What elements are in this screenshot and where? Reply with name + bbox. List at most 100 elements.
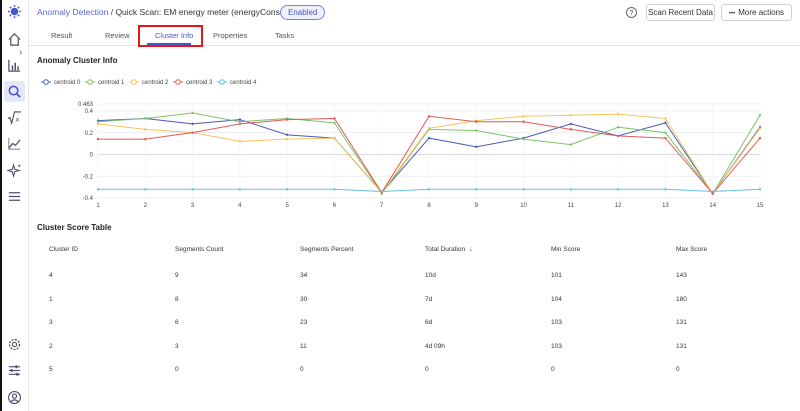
more-dots-icon: ••• [728,11,736,17]
column-header-segments-count[interactable]: Segments Count [175,246,224,253]
x-tick-label: 6 [333,203,337,209]
table-row: 2 3 11 4d 09h 103 131 [49,343,779,367]
tab-cluster-info[interactable]: Cluster Info [155,31,194,40]
data-point [664,121,667,125]
legend-marker-centroid-1 [87,79,93,85]
data-point [380,190,383,193]
tab-tasks[interactable]: Tasks [275,31,295,40]
x-tick-label: 14 [709,203,716,209]
menu-icon[interactable] [6,188,23,205]
sliders-icon[interactable] [6,362,23,379]
settings-gear-icon[interactable] [6,336,23,353]
left-sidebar: › x [0,0,29,411]
data-point [664,188,667,191]
data-point [238,120,242,123]
table-row: 3 6 23 6d 103 131 [49,319,779,343]
sqrt-function-icon[interactable]: x [6,109,23,126]
column-header-segments-percent[interactable]: Segments Percent [300,246,354,253]
data-point [711,192,714,195]
cell-total-duration: 6d [425,319,433,326]
cell-segments-percent: 23 [300,319,308,326]
cell-max-score: 0 [676,366,680,373]
data-point [144,128,147,131]
data-point [758,136,762,140]
data-point [616,126,620,129]
x-tick-label: 2 [144,203,148,209]
data-point [144,188,147,191]
status-badge: Enabled [280,5,326,20]
cell-total-duration: 0 [425,366,429,373]
data-point [475,129,478,132]
breadcrumb-link-anomaly-detection[interactable]: Anomaly Detection [37,7,109,17]
y-tick-label: -0.2 [83,174,94,180]
data-point [238,122,242,126]
column-header-max-score[interactable]: Max Score [676,246,708,253]
table-row: 1 8 30 7d 104 180 [49,296,779,320]
column-header-total-duration[interactable]: Total Duration ↓ [425,246,473,253]
y-tick-label: 0 [90,153,94,159]
breadcrumb: Anomaly Detection / Quick Scan: EM energ… [37,7,313,17]
cell-max-score: 180 [676,295,687,303]
cell-segments-count: 0 [175,366,179,373]
legend-marker-centroid-4 [219,79,225,85]
logo-icon[interactable] [6,3,23,20]
data-point [475,145,478,149]
cell-cluster-id: 2 [49,342,53,350]
tab-properties[interactable]: Properties [213,31,248,40]
cluster-info-title: Anomaly Cluster Info [37,56,118,65]
bar-chart-icon[interactable] [6,57,23,74]
cell-cluster-id: 4 [49,272,53,279]
data-point [522,115,525,118]
data-point [616,188,620,191]
y-tick-label: 0.4 [85,109,94,115]
legend-label: centroid 1 [98,80,125,86]
column-header-min-score[interactable]: Min Score [551,246,581,253]
column-header-cluster-id[interactable]: Cluster ID [49,246,78,253]
cell-max-score: 131 [676,342,687,350]
breadcrumb-separator: / [108,7,116,17]
data-point [191,188,194,191]
legend-label: centroid 3 [186,80,213,86]
user-icon[interactable] [6,389,23,406]
x-tick-label: 12 [615,203,622,209]
search-icon[interactable] [4,81,25,102]
data-point [569,188,573,191]
data-point [475,120,478,123]
trend-line-icon[interactable] [6,135,23,152]
tab-result[interactable]: Result [51,31,73,40]
more-actions-button[interactable]: ••• More actions [721,4,792,21]
x-tick-label: 5 [285,203,289,209]
data-point [144,117,147,120]
data-point [427,115,431,118]
cell-total-duration: 4d 09h [425,342,445,350]
data-point [96,188,100,191]
x-tick-label: 7 [380,203,384,209]
scan-recent-data-button[interactable]: Scan Recent Data [646,4,715,21]
data-point [191,131,194,134]
cluster-score-table: Cluster ID Segments Count Segments Perce… [49,246,779,390]
tab-review[interactable]: Review [105,31,130,40]
data-point [238,118,242,121]
home-icon[interactable] [6,31,23,48]
sparkle-icon[interactable] [6,162,23,179]
expand-chevron-icon[interactable]: › [19,47,23,58]
data-point [427,188,431,191]
x-tick-label: 11 [568,203,575,209]
more-actions-label: More actions [738,8,785,17]
cell-segments-percent: 30 [300,295,308,303]
table-row: 5 0 0 0 0 0 [49,366,779,390]
svg-text:x: x [15,115,19,123]
x-tick-label: 13 [662,203,669,209]
arrow-down-icon[interactable]: ↓ [469,246,473,253]
table-body: 4 9 34 10d 101 143 1 8 30 7d 104 180 3 6 23 6d 103 131 2 3 1… [49,272,779,390]
data-point [616,134,620,138]
data-point [238,188,242,191]
data-point [191,122,194,126]
data-point [96,122,100,126]
data-point [664,117,667,120]
cluster-table-title: Cluster Score Table [37,223,112,232]
question-circle-icon[interactable]: ? [626,7,637,18]
x-tick-label: 1 [96,203,100,209]
table-row: 4 9 34 10d 101 143 [49,272,779,296]
cell-max-score: 143 [676,272,687,279]
